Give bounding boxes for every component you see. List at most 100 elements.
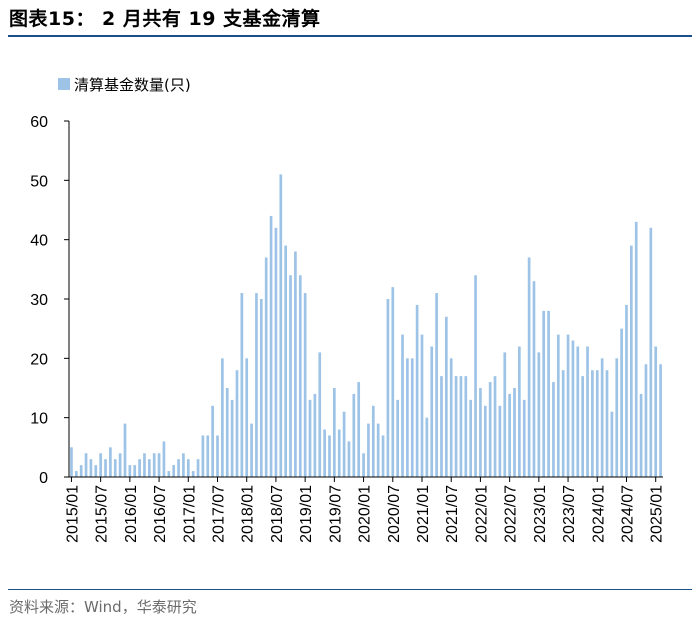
bar [337,429,341,477]
bar [498,405,502,477]
x-tick-label: 2015/01 [64,485,81,543]
bar [362,453,365,477]
bar [445,316,448,477]
bar [440,376,443,477]
y-tick-label: 0 [39,470,48,487]
bar [284,245,287,477]
y-tick-label: 10 [30,411,48,428]
bar [415,304,419,477]
bar [454,376,458,477]
bar [216,435,219,477]
legend: 清算基金数量(只) [58,76,191,94]
bar [279,174,283,477]
bar [600,358,604,477]
bar [595,370,599,477]
bar [659,364,662,477]
bar [459,376,463,477]
bar [143,453,146,477]
bar [298,275,302,477]
bar [128,465,132,477]
x-tick-label: 2017/01 [181,485,198,543]
bar [639,393,643,477]
bar [547,310,550,477]
bar [566,334,570,477]
bar [289,275,292,477]
source-note: 资料来源：Wind，华泰研究 [9,598,197,616]
bar [488,382,492,477]
bar [269,215,273,477]
y-tick-label: 60 [30,114,48,131]
bar [225,388,229,477]
x-tick-label: 2022/01 [473,485,490,543]
bar [371,405,375,477]
x-tick-label: 2015/07 [94,485,111,543]
bar [367,423,370,477]
bar [167,471,171,477]
bar [318,352,322,477]
bar [527,257,531,477]
bar [396,399,399,477]
bar [235,370,239,477]
bar [483,405,487,477]
bar [654,346,658,477]
bar [347,441,351,477]
bar [479,388,482,477]
bar [561,370,565,477]
bar [532,281,536,477]
bar [323,429,326,477]
bar [74,471,78,477]
y-tick-label: 30 [30,292,48,309]
bar [586,346,589,477]
bar [206,435,210,477]
bar [420,334,424,477]
bar [605,370,609,477]
bar [191,471,195,477]
x-tick-label: 2020/01 [357,485,374,543]
bar [430,346,434,477]
bar [537,352,541,477]
bar [513,388,516,477]
bar [99,453,102,477]
x-tick-label: 2022/07 [503,485,520,543]
bar [376,423,380,477]
bar [449,358,453,477]
bar [245,358,249,477]
bar [620,328,623,477]
bar [152,453,156,477]
bar [518,346,521,477]
legend-swatch [58,78,70,90]
bar [274,227,278,477]
bar [386,299,390,477]
bar [552,382,555,477]
bar [186,459,190,477]
x-tick-label: 2017/07 [211,485,228,543]
bar [172,465,176,477]
x-tick-label: 2019/07 [327,485,344,543]
bar [581,376,585,477]
bar [357,382,361,477]
bar [89,459,93,477]
figure-title: 图表15： 2 月共有 19 支基金清算 [9,8,321,30]
x-tick-label: 2018/07 [269,485,286,543]
legend-label: 清算基金数量(只) [74,76,191,94]
bar [610,411,614,477]
bar [630,245,633,477]
bar [493,376,497,477]
bar [259,299,263,477]
x-tick-label: 2024/07 [620,485,637,543]
bar [391,287,395,477]
top-rule [8,35,692,37]
x-axis: 2015/01 2015/07 2016/01 2016/07 2017/01 2017/… [64,476,666,543]
x-tick-label: 2024/01 [590,485,607,543]
bar [162,441,166,477]
y-tick-label: 50 [30,173,48,190]
bar [133,465,137,477]
bottom-rule [8,589,692,590]
bar [264,257,268,477]
bar [255,293,258,477]
bar [381,435,385,477]
x-tick-label: 2016/07 [152,485,169,543]
bar [109,447,112,477]
bar [410,358,414,477]
bar [522,399,526,477]
